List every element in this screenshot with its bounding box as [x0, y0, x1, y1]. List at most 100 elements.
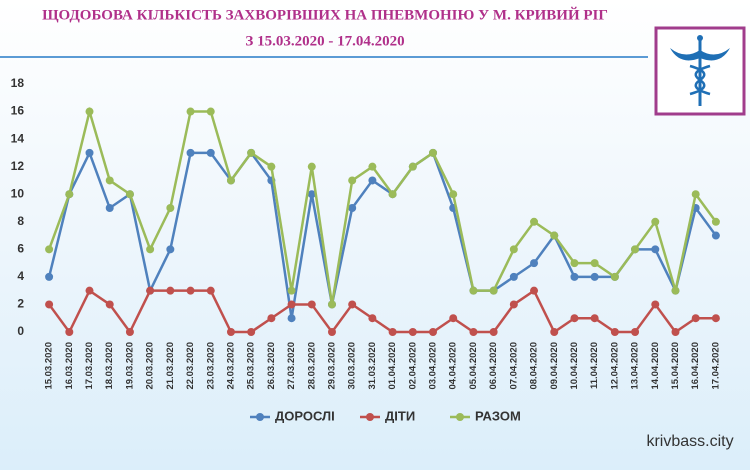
data-point	[449, 190, 458, 199]
x-tick-label: 20.03.2020	[145, 342, 156, 390]
data-point	[631, 328, 640, 336]
x-tick-label: 30.03.2020	[347, 342, 358, 390]
data-point	[85, 148, 94, 157]
data-point	[85, 107, 94, 116]
chart-subtitle: З 15.03.2020 - 17.04.2020	[245, 33, 404, 49]
x-tick-label: 06.04.2020	[488, 342, 499, 390]
data-point	[388, 328, 397, 336]
data-point	[327, 300, 336, 309]
x-tick-label: 27.03.2020	[286, 342, 297, 390]
series-line	[47, 149, 717, 319]
data-point	[671, 286, 680, 295]
data-point	[651, 300, 660, 309]
data-point	[287, 286, 296, 295]
x-tick-label: 22.03.2020	[185, 342, 196, 390]
data-point	[429, 328, 438, 336]
data-point	[125, 190, 134, 199]
x-tick-label: 13.04.2020	[630, 342, 641, 390]
data-point	[651, 217, 660, 226]
data-point	[530, 259, 539, 268]
x-tick-label: 15.03.2020	[44, 342, 55, 390]
x-tick-label: 01.04.2020	[387, 342, 398, 390]
data-point	[186, 107, 195, 116]
data-point	[45, 245, 54, 254]
data-point	[105, 176, 114, 185]
y-tick-label: 16	[11, 104, 25, 118]
data-point	[206, 148, 215, 157]
x-tick-label: 28.03.2020	[306, 342, 317, 390]
data-point	[85, 286, 94, 295]
data-point	[307, 162, 316, 171]
data-point	[146, 286, 155, 295]
y-tick-label: 4	[17, 269, 24, 283]
data-point	[247, 148, 256, 157]
x-tick-label: 12.04.2020	[609, 342, 620, 390]
y-tick-label: 0	[17, 324, 24, 338]
data-point	[711, 314, 720, 323]
x-tick-label: 16.04.2020	[690, 342, 701, 390]
data-point	[590, 259, 599, 268]
data-point	[307, 190, 316, 199]
data-point	[449, 314, 458, 323]
data-point	[105, 204, 114, 212]
y-tick-label: 12	[11, 159, 25, 173]
data-point	[45, 272, 54, 281]
legend-label: ДІТИ	[385, 408, 415, 423]
data-point	[631, 245, 640, 254]
data-point	[65, 328, 74, 336]
x-tick-label: 29.03.2020	[327, 342, 338, 390]
data-point	[307, 300, 316, 309]
x-tick-label: 07.04.2020	[508, 342, 519, 390]
data-point	[327, 328, 336, 336]
data-point	[691, 314, 700, 323]
data-point	[530, 217, 539, 226]
data-point	[509, 300, 518, 309]
data-point	[206, 107, 215, 116]
data-point	[125, 328, 134, 336]
data-point	[105, 300, 114, 309]
x-tick-label: 18.03.2020	[104, 342, 115, 390]
x-tick-label: 10.04.2020	[569, 342, 580, 390]
y-tick-label: 2	[17, 297, 24, 311]
x-tick-label: 03.04.2020	[428, 342, 439, 390]
data-point	[368, 162, 377, 171]
series-line	[48, 288, 716, 335]
x-tick-label: 31.03.2020	[367, 342, 378, 390]
data-point	[509, 272, 518, 281]
data-point	[408, 328, 417, 336]
x-tick-label: 21.03.2020	[165, 342, 176, 390]
data-point	[509, 245, 518, 254]
legend-label: РАЗОМ	[475, 408, 521, 423]
data-point	[570, 314, 579, 323]
data-point	[146, 245, 155, 254]
data-point	[166, 286, 175, 295]
data-point	[570, 259, 579, 268]
data-point	[489, 286, 498, 295]
y-tick-label: 6	[17, 242, 24, 256]
data-point	[388, 190, 397, 199]
data-point	[408, 162, 417, 171]
data-point	[368, 176, 377, 185]
data-point	[267, 314, 276, 323]
data-point	[469, 286, 478, 295]
x-tick-label: 16.03.2020	[64, 342, 75, 390]
y-tick-label: 14	[11, 131, 25, 145]
data-point	[247, 328, 256, 336]
data-point	[267, 162, 276, 171]
x-tick-label: 15.04.2020	[670, 342, 681, 390]
x-tick-label: 19.03.2020	[124, 342, 135, 390]
x-tick-label: 02.04.2020	[407, 342, 418, 390]
data-point	[489, 328, 498, 336]
data-point	[691, 190, 700, 199]
x-tick-label: 23.03.2020	[205, 342, 216, 390]
chart-title: ЩОДОБОВА КІЛЬКІСТЬ ЗАХВОРІВШИХ НА ПНЕВМО…	[42, 6, 608, 23]
x-tick-label: 17.03.2020	[84, 342, 95, 390]
data-point	[166, 245, 175, 254]
x-tick-label: 26.03.2020	[266, 342, 277, 390]
y-tick-label: 10	[11, 186, 25, 200]
data-point	[287, 314, 296, 323]
data-point	[590, 272, 599, 281]
watermark: krivbass.city	[646, 433, 733, 450]
